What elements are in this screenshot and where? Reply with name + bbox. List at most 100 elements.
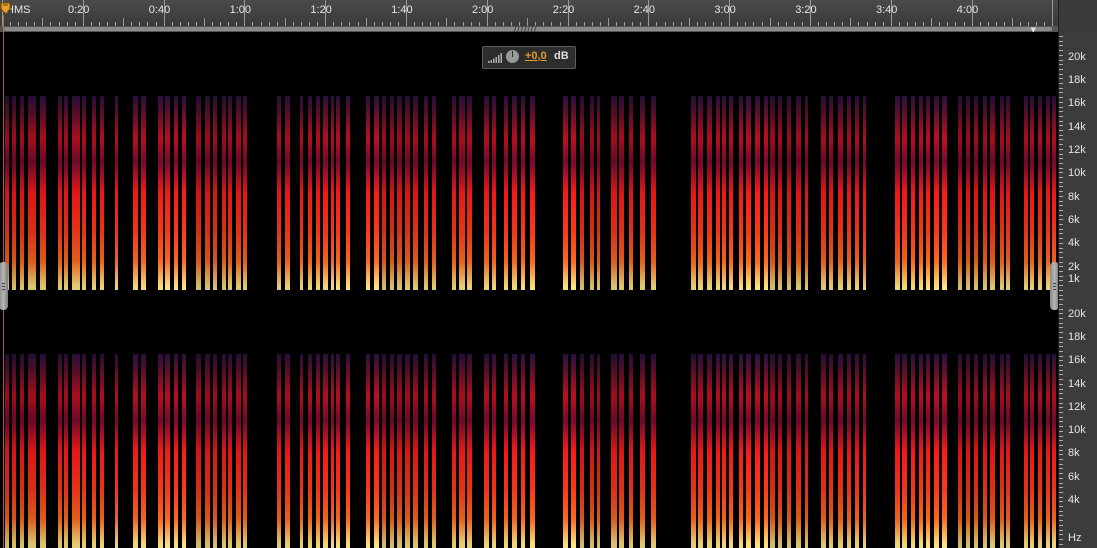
scroll-thumb[interactable]: /////// ▼	[4, 25, 1052, 34]
ruler-tick	[82, 0, 84, 26]
time-format-label[interactable]: HMS	[6, 4, 31, 16]
spectral-burst	[580, 96, 584, 290]
ruler-tick	[713, 22, 715, 26]
spectral-burst	[958, 96, 962, 290]
freq-tick	[1059, 285, 1063, 287]
ruler-tick	[252, 22, 254, 26]
ruler-tick	[551, 22, 553, 26]
spectral-burst	[1000, 96, 1004, 290]
freq-tick	[1059, 440, 1063, 442]
spectral-burst	[571, 96, 576, 290]
freq-tick	[1059, 238, 1063, 240]
spectral-burst	[100, 354, 104, 548]
freq-tick	[1059, 318, 1063, 319]
scroll-grip-icon[interactable]: ///////	[514, 25, 538, 33]
freq-label: 20k	[1068, 308, 1086, 320]
ruler-tick	[842, 22, 844, 26]
resize-handle-icon[interactable]	[1050, 262, 1059, 310]
spectral-burst	[382, 354, 386, 548]
spectral-burst	[1024, 96, 1028, 290]
spectral-burst	[323, 96, 328, 290]
spectral-burst	[919, 96, 923, 290]
spectral-burst	[12, 96, 16, 290]
spectral-burst	[530, 354, 535, 548]
spectral-burst	[805, 96, 808, 290]
spectral-burst	[770, 354, 775, 548]
ruler-tick	[317, 22, 319, 26]
ruler-tick	[535, 22, 537, 26]
freq-label: 8k	[1068, 447, 1080, 459]
freq-tick	[1059, 397, 1063, 399]
playhead-marker-icon[interactable]	[0, 2, 11, 15]
ruler-tick	[1012, 18, 1013, 26]
ruler-tick	[955, 22, 957, 26]
ruler-tick	[511, 22, 513, 26]
spectral-burst	[390, 96, 394, 290]
ruler-tick	[1052, 0, 1054, 26]
ruler-tick	[373, 22, 375, 26]
freq-tick	[1059, 209, 1063, 211]
spectral-burst	[974, 96, 978, 290]
freq-tick	[1059, 252, 1063, 254]
ruler-tick	[220, 22, 222, 26]
ruler-tick	[333, 22, 335, 26]
spectral-burst	[316, 354, 320, 548]
spectral-burst	[651, 354, 656, 548]
spectral-burst	[1006, 354, 1010, 548]
channel-right-spectrogram[interactable]	[0, 290, 1058, 548]
freq-tick	[1059, 54, 1063, 56]
spectral-burst	[492, 354, 496, 548]
freq-tick	[1059, 383, 1063, 385]
freq-tick	[1059, 87, 1063, 89]
resize-handle-icon[interactable]	[0, 262, 8, 310]
ruler-tick	[1044, 22, 1046, 26]
spectral-burst	[651, 96, 656, 290]
freq-tick	[1059, 482, 1063, 484]
freq-tick	[1059, 261, 1063, 263]
spectral-burst	[390, 354, 394, 548]
spectral-burst	[691, 96, 696, 290]
ruler-tick	[155, 22, 157, 26]
spectral-burst	[778, 96, 782, 290]
scroll-arrow-icon[interactable]: ▼	[1030, 26, 1036, 34]
freq-label: 2k	[1068, 261, 1080, 273]
ruler-corner	[1058, 0, 1097, 32]
freq-label: 1k	[1068, 273, 1080, 285]
ruler-tick	[834, 22, 836, 26]
freq-tick	[1059, 341, 1063, 343]
ruler-tick	[923, 22, 925, 26]
freq-label: 18k	[1068, 331, 1086, 343]
spectral-burst	[165, 96, 170, 290]
ruler-tick	[389, 22, 391, 26]
ruler-tick	[414, 22, 416, 26]
spectral-display[interactable]	[0, 32, 1058, 548]
ruler-tick	[810, 0, 811, 26]
spectral-burst	[722, 96, 726, 290]
ruler-tick	[179, 22, 181, 26]
spectral-burst	[746, 354, 751, 548]
ruler-tick	[341, 22, 343, 26]
gain-value[interactable]: +0,0	[525, 50, 547, 62]
spectral-burst	[796, 96, 801, 290]
spectral-burst	[40, 96, 46, 290]
spectral-burst	[691, 354, 696, 548]
ruler-tick	[931, 18, 933, 26]
freq-tick	[1059, 186, 1063, 188]
freq-label: 10k	[1068, 167, 1086, 179]
ruler-tick	[648, 0, 650, 26]
spectral-burst	[805, 354, 808, 548]
channel-left-spectrogram[interactable]	[0, 32, 1058, 292]
freq-tick	[1059, 153, 1063, 155]
spectral-burst	[1030, 354, 1034, 548]
freq-tick	[1059, 219, 1063, 221]
freq-tick	[1059, 172, 1063, 174]
horizontal-scrollbar[interactable]: /////// ▼	[0, 25, 1058, 34]
gain-knob-icon[interactable]	[506, 50, 519, 63]
spectral-burst	[847, 354, 851, 548]
spectral-burst	[174, 96, 178, 290]
spectral-burst	[182, 96, 186, 290]
spectral-burst	[966, 354, 970, 548]
frequency-scale[interactable]: 20k 18k 16k 14k 12k 10k 8k 6k 4k 2k 1k 2…	[1058, 32, 1097, 548]
time-ruler[interactable]: HMS 0:20 0:40 1:00 1:20 1:40 2:00 2:20 2:40 3:00…	[0, 0, 1058, 27]
gain-hud[interactable]: +0,0 dB	[482, 46, 576, 69]
